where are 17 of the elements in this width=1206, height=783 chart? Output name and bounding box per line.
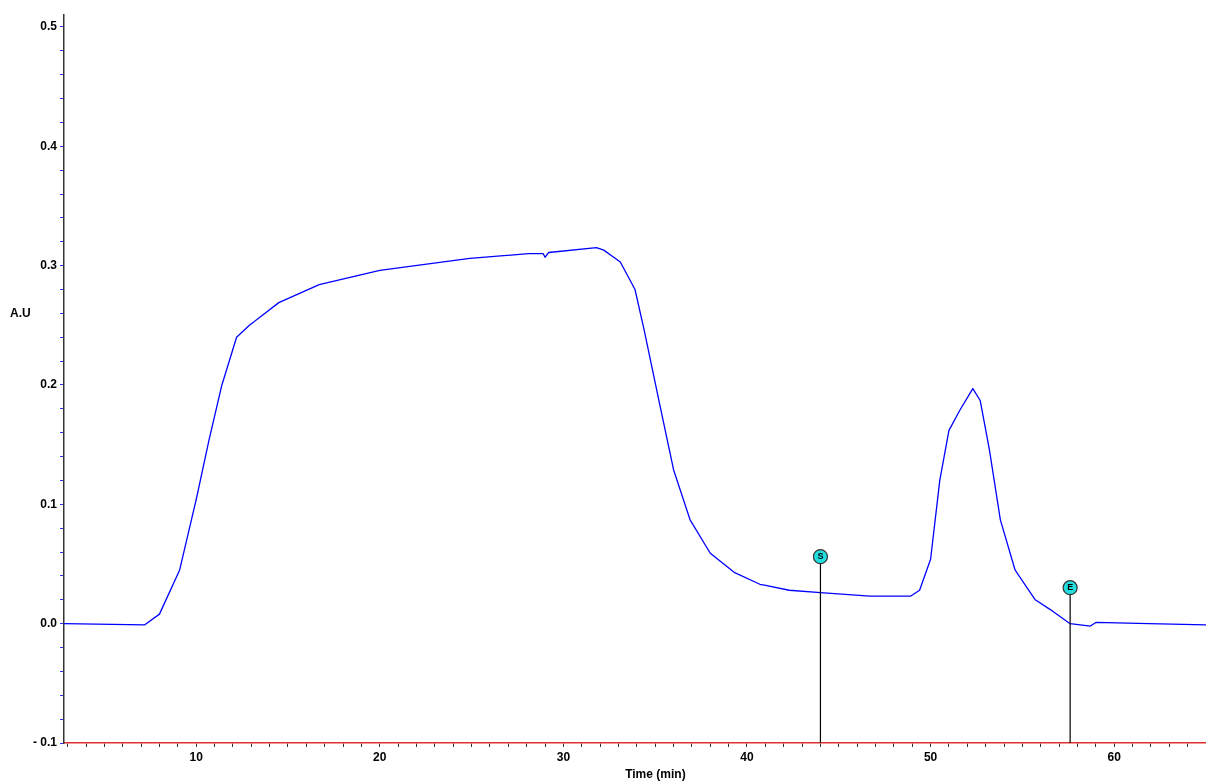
- x-tick-label: 50: [923, 749, 938, 764]
- x-tick-label: 20: [373, 749, 387, 764]
- x-tick-label: 60: [1107, 749, 1122, 764]
- ref-line-label: S: [817, 551, 824, 562]
- y-axis-title: A.U: [10, 305, 31, 320]
- y-tick-label: 0.0: [40, 615, 58, 630]
- ref-line-label: E: [1067, 582, 1074, 593]
- y-tick-label: - 0.1: [32, 735, 58, 750]
- x-tick-label: 30: [556, 749, 571, 764]
- y-tick-label: 0.4: [40, 138, 58, 153]
- y-tick-label: 0.5: [40, 19, 58, 34]
- y-tick-label: 0.3: [40, 257, 58, 272]
- x-axis-title: Time (min): [625, 767, 686, 782]
- x-tick-label: 10: [189, 749, 204, 764]
- x-tick-label: 40: [740, 749, 754, 764]
- y-tick-label: 0.1: [40, 496, 58, 511]
- y-tick-label: 0.2: [40, 377, 58, 392]
